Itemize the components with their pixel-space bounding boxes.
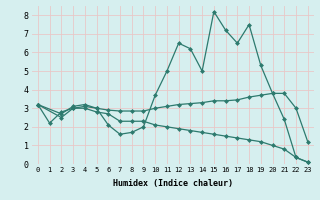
X-axis label: Humidex (Indice chaleur): Humidex (Indice chaleur) xyxy=(113,179,233,188)
